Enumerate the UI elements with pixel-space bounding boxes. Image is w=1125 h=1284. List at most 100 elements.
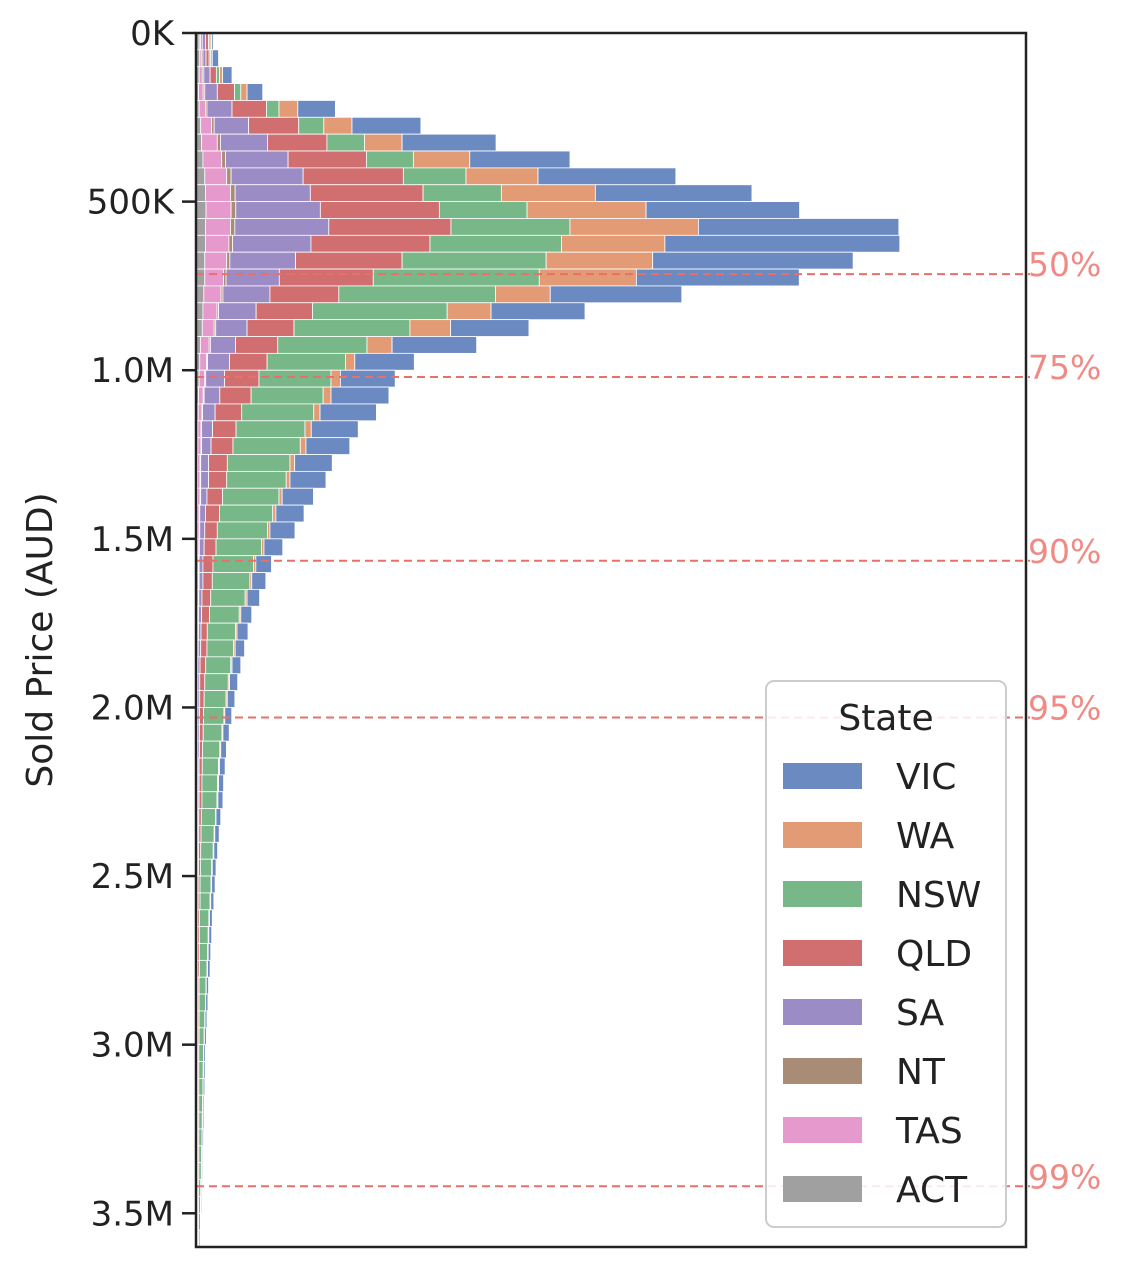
y-tick-label: 2.5M — [91, 857, 174, 897]
bar-sa-bin-9 — [235, 185, 310, 202]
bar-vic-bin-1 — [212, 50, 218, 67]
bar-nsw-bin-39 — [204, 691, 226, 708]
bar-vic-bin-35 — [237, 623, 248, 640]
bar-nsw-bin-5 — [299, 117, 324, 134]
bar-qld-bin-13 — [296, 252, 402, 269]
bar-sa-bin-22 — [203, 404, 216, 421]
bar-nsw-bin-21 — [251, 387, 323, 404]
bar-vic-bin-58 — [205, 1011, 207, 1028]
bar-sa-bin-26 — [201, 471, 209, 488]
bar-act-bin-8 — [196, 168, 205, 185]
bar-qld-bin-41 — [199, 724, 203, 741]
bar-nsw-bin-27 — [223, 488, 279, 505]
bar-nsw-bin-4 — [266, 100, 279, 117]
bar-nsw-bin-62 — [199, 1078, 203, 1095]
bar-vic-bin-45 — [218, 792, 223, 809]
bar-qld-bin-11 — [329, 218, 451, 235]
bar-sa-bin-30 — [199, 539, 204, 556]
bar-wa-bin-3 — [241, 84, 247, 101]
bar-qld-bin-17 — [247, 320, 294, 337]
bar-tas-bin-21 — [199, 387, 204, 404]
bar-sa-bin-7 — [225, 151, 288, 168]
bar-vic-bin-6 — [402, 134, 496, 151]
bar-vic-bin-20 — [340, 370, 395, 387]
bar-sa-bin-28 — [200, 505, 206, 522]
bar-tas-bin-11 — [205, 218, 230, 235]
bar-qld-bin-39 — [200, 691, 204, 708]
bar-nsw-bin-42 — [203, 741, 220, 758]
legend-swatch-tas — [783, 1117, 862, 1143]
percentile-label-75: 75% — [1028, 348, 1101, 387]
bar-nsw-bin-23 — [236, 421, 305, 438]
bar-sa-bin-31 — [199, 556, 203, 573]
bar-wa-bin-13 — [546, 252, 652, 269]
bar-wa-bin-24 — [300, 438, 306, 455]
bar-vic-bin-60 — [204, 1045, 206, 1062]
bar-vic-bin-46 — [216, 809, 221, 826]
bar-sa-bin-18 — [210, 337, 235, 354]
bar-vic-bin-44 — [219, 775, 224, 792]
bar-qld-bin-10 — [320, 202, 439, 219]
bar-wa-bin-16 — [447, 303, 491, 320]
bar-sa-bin-2 — [204, 67, 210, 84]
bar-tas-bin-13 — [205, 252, 227, 269]
bar-nsw-bin-53 — [199, 927, 208, 944]
bar-wa-bin-9 — [501, 185, 595, 202]
bar-nsw-bin-7 — [366, 151, 413, 168]
bar-nt-bin-12 — [229, 235, 233, 252]
bar-wa-bin-14 — [539, 269, 636, 286]
bar-nsw-bin-57 — [199, 994, 205, 1011]
bar-nsw-bin-37 — [206, 657, 231, 674]
bar-qld-bin-0 — [205, 33, 208, 50]
bar-wa-bin-5 — [324, 117, 352, 134]
bar-vic-bin-37 — [232, 657, 241, 674]
bar-qld-bin-2 — [210, 67, 216, 84]
bar-act-bin-10 — [196, 202, 206, 219]
bar-nsw-bin-14 — [373, 269, 539, 286]
bar-sa-bin-27 — [201, 488, 207, 505]
bar-tas-bin-8 — [205, 168, 227, 185]
bar-qld-bin-7 — [288, 151, 366, 168]
bar-vic-bin-62 — [203, 1078, 205, 1095]
percentile-label-50: 50% — [1028, 245, 1101, 284]
bar-sa-bin-6 — [220, 134, 267, 151]
bar-vic-bin-61 — [204, 1062, 206, 1079]
bar-nsw-bin-52 — [199, 910, 208, 927]
bar-nsw-bin-9 — [423, 185, 501, 202]
bar-vic-bin-71 — [200, 1230, 201, 1247]
bar-sa-bin-34 — [199, 606, 202, 623]
bar-nsw-bin-3 — [235, 84, 241, 101]
legend-label-qld: QLD — [896, 934, 972, 975]
bar-tas-bin-16 — [203, 303, 217, 320]
bar-nsw-bin-64 — [199, 1112, 202, 1129]
bar-wa-bin-26 — [286, 471, 290, 488]
percentile-label-90: 90% — [1028, 532, 1101, 571]
bar-vic-bin-64 — [203, 1112, 204, 1129]
bar-nt-bin-6 — [217, 134, 220, 151]
bar-wa-bin-6 — [365, 134, 403, 151]
bar-sa-bin-5 — [214, 117, 248, 134]
bar-qld-bin-32 — [203, 573, 212, 590]
bar-nsw-bin-25 — [227, 455, 290, 472]
legend-swatch-nt — [783, 1058, 862, 1084]
bar-qld-bin-23 — [213, 421, 236, 438]
bar-wa-bin-27 — [279, 488, 282, 505]
bar-vic-bin-51 — [211, 893, 214, 910]
bar-vic-bin-48 — [214, 842, 218, 859]
bar-wa-bin-7 — [413, 151, 469, 168]
bar-nsw-bin-10 — [439, 202, 527, 219]
bar-sa-bin-21 — [204, 387, 220, 404]
bar-nsw-bin-17 — [294, 320, 410, 337]
bar-vic-bin-70 — [201, 1213, 202, 1230]
y-axis-label: Sold Price (AUD) — [20, 492, 61, 787]
bar-nsw-bin-38 — [205, 674, 228, 691]
bar-nsw-bin-11 — [451, 218, 570, 235]
bar-qld-bin-37 — [200, 657, 206, 674]
bar-qld-bin-38 — [200, 674, 205, 691]
bar-nsw-bin-20 — [259, 370, 331, 387]
bar-vic-bin-32 — [252, 573, 266, 590]
bar-qld-bin-6 — [267, 134, 327, 151]
bar-vic-bin-4 — [298, 100, 336, 117]
